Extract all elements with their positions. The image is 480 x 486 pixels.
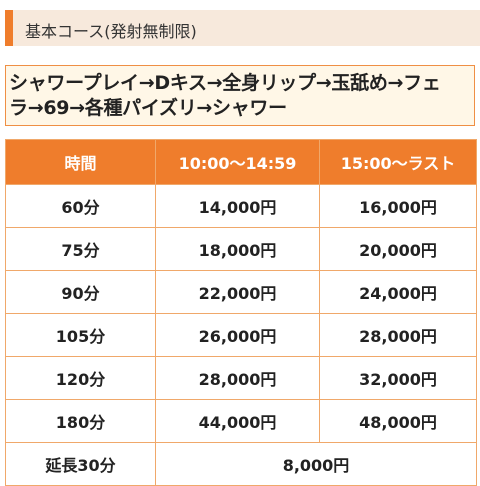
header-evening: 15:00〜ラスト bbox=[319, 139, 477, 185]
daytime-price-cell: 26,000円 bbox=[155, 313, 320, 357]
daytime-price-cell: 22,000円 bbox=[155, 270, 320, 314]
table-row: 90分 22,000円 24,000円 bbox=[5, 270, 477, 314]
table-row: 75分 18,000円 20,000円 bbox=[5, 227, 477, 271]
daytime-price-cell: 28,000円 bbox=[155, 356, 320, 400]
section-title: 基本コース(発射無制限) bbox=[25, 22, 197, 41]
table-row: 105分 26,000円 28,000円 bbox=[5, 313, 477, 357]
evening-price-cell: 24,000円 bbox=[319, 270, 477, 314]
price-table-header: 時間 10:00〜14:59 15:00〜ラスト bbox=[5, 139, 477, 185]
course-flow-text: シャワープレイ→Dキス→全身リップ→玉舐め→フェ ラ→69→各種パイズリ→シャワ… bbox=[9, 71, 479, 121]
duration-cell: 105分 bbox=[5, 313, 156, 357]
section-header: 基本コース(発射無制限) bbox=[5, 10, 480, 46]
duration-cell: 90分 bbox=[5, 270, 156, 314]
daytime-price-cell: 14,000円 bbox=[155, 184, 320, 228]
daytime-price-cell: 18,000円 bbox=[155, 227, 320, 271]
evening-price-cell: 48,000円 bbox=[319, 399, 477, 443]
course-line-2: ラ→69→各種パイズリ→シャワー bbox=[9, 97, 287, 119]
duration-cell: 180分 bbox=[5, 399, 156, 443]
course-description: シャワープレイ→Dキス→全身リップ→玉舐め→フェ ラ→69→各種パイズリ→シャワ… bbox=[5, 65, 475, 126]
duration-cell: 75分 bbox=[5, 227, 156, 271]
evening-price-cell: 32,000円 bbox=[319, 356, 477, 400]
header-duration: 時間 bbox=[5, 139, 156, 185]
daytime-price-cell: 44,000円 bbox=[155, 399, 320, 443]
extension-label-cell: 延長30分 bbox=[5, 442, 156, 486]
evening-price-cell: 16,000円 bbox=[319, 184, 477, 228]
header-daytime: 10:00〜14:59 bbox=[155, 139, 320, 185]
extension-row: 延長30分 8,000円 bbox=[5, 442, 477, 486]
course-line-1: シャワープレイ→Dキス→全身リップ→玉舐め→フェ bbox=[9, 72, 441, 94]
extension-price-cell: 8,000円 bbox=[155, 442, 477, 486]
evening-price-cell: 20,000円 bbox=[319, 227, 477, 271]
duration-cell: 60分 bbox=[5, 184, 156, 228]
evening-price-cell: 28,000円 bbox=[319, 313, 477, 357]
price-table: 時間 10:00〜14:59 15:00〜ラスト 60分 14,000円 16,… bbox=[5, 139, 477, 486]
duration-cell: 120分 bbox=[5, 356, 156, 400]
table-row: 120分 28,000円 32,000円 bbox=[5, 356, 477, 400]
table-row: 180分 44,000円 48,000円 bbox=[5, 399, 477, 443]
table-row: 60分 14,000円 16,000円 bbox=[5, 184, 477, 228]
